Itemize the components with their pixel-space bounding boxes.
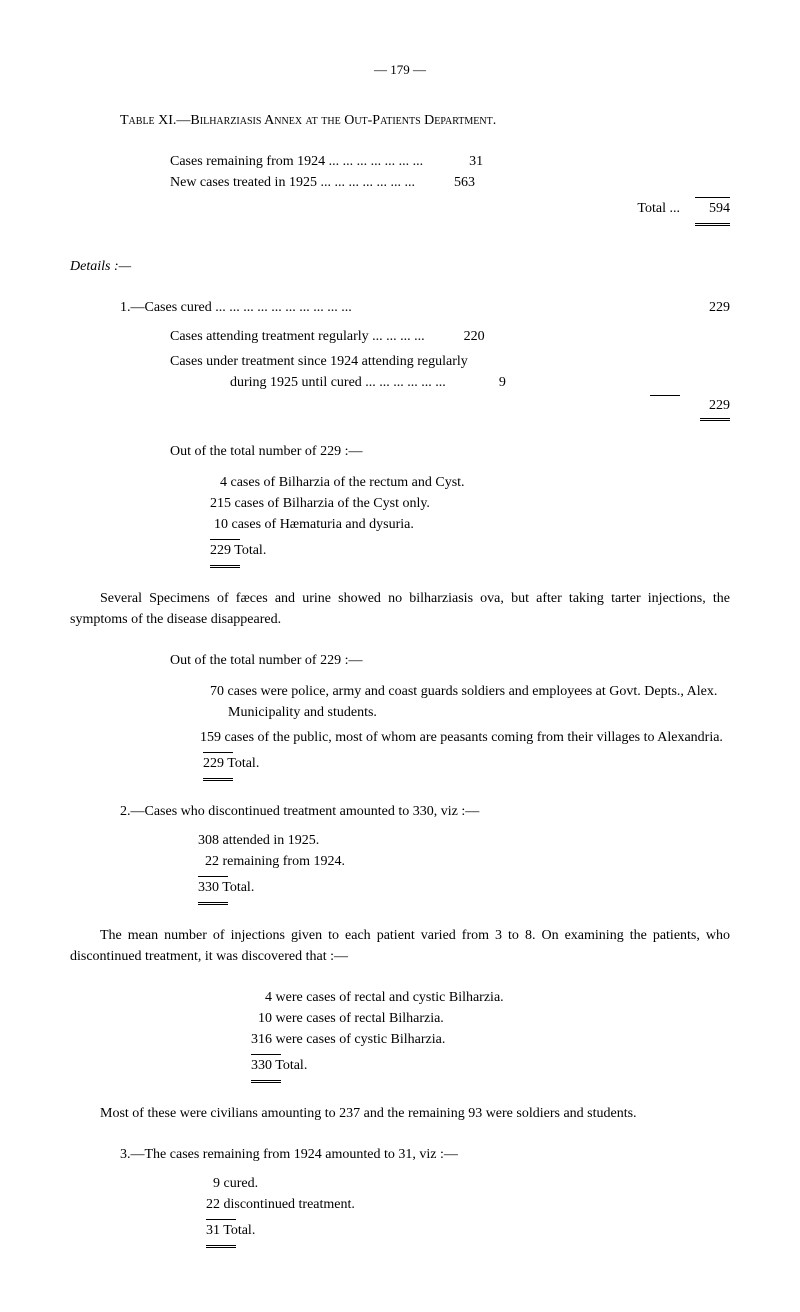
under-label-2: during 1925 until cured ... ... ... ... …: [230, 372, 446, 393]
summary-block: Cases remaining from 1924 ... ... ... ..…: [170, 151, 730, 226]
cases-remaining-value: 31: [443, 151, 483, 172]
rule: [650, 395, 680, 416]
out-item: 10 cases of Hæmaturia and dysuria.: [214, 514, 730, 535]
double-rule: [206, 1245, 236, 1248]
out-total: 229 Total.: [210, 540, 730, 561]
summary-total-row: Total ... 594: [170, 198, 730, 219]
mean-item: 4 were cases of rectal and cystic Bilhar…: [265, 987, 730, 1008]
total-value: 594: [690, 198, 730, 219]
mean-item: 10 were cases of rectal Bilharzia.: [258, 1008, 730, 1029]
double-rule: [251, 1080, 281, 1083]
out-item: 4 cases of Bilharzia of the rectum and C…: [220, 472, 730, 493]
attending-value: 220: [445, 326, 485, 347]
section-3-total: 31 Total.: [206, 1220, 730, 1241]
table-title: Table XI.—Bilharziasis Annex at the Out-…: [120, 110, 730, 131]
section-1-heading: 1.—Cases cured ... ... ... ... ... ... .…: [120, 297, 730, 318]
section-1-label: 1.—Cases cured ... ... ... ... ... ... .…: [120, 297, 352, 318]
out2-total: 229 Total.: [203, 753, 730, 774]
section-2-item: 308 attended in 1925.: [198, 830, 730, 851]
out2-item: 70 cases were police, army and coast gua…: [210, 681, 730, 723]
double-rule: [695, 223, 730, 226]
total-label: Total ...: [637, 198, 680, 219]
details-heading: Details :—: [70, 256, 730, 277]
attending-row: Cases attending treatment regularly ... …: [170, 326, 730, 347]
double-rule: [198, 902, 228, 905]
double-rule: [700, 418, 730, 421]
attending-label: Cases attending treatment regularly ... …: [170, 326, 425, 347]
out-item: 215 cases of Bilharzia of the Cyst only.: [210, 493, 730, 514]
section-2-item: 22 remaining from 1924.: [205, 851, 730, 872]
double-rule: [203, 778, 233, 781]
section-3-item: 9 cured.: [213, 1173, 730, 1194]
section-1: 1.—Cases cured ... ... ... ... ... ... .…: [70, 297, 730, 421]
summary-row: New cases treated in 1925 ... ... ... ..…: [170, 172, 730, 193]
out2-item: 159 cases of the public, most of whom ar…: [192, 727, 730, 748]
most-paragraph: Most of these were civilians amounting t…: [70, 1103, 730, 1124]
double-rule: [210, 565, 240, 568]
section-1-value: 229: [680, 297, 730, 318]
mean-item: 316 were cases of cystic Bilharzia.: [251, 1029, 730, 1050]
out-heading-2: Out of the total number of 229 :—: [170, 650, 730, 671]
mean-total: 330 Total.: [251, 1055, 730, 1076]
section-2-total: 330 Total.: [198, 877, 730, 898]
section-3-item: 22 discontinued treatment.: [206, 1194, 730, 1215]
new-cases-value: 563: [435, 172, 475, 193]
out-heading-1: Out of the total number of 229 :—: [170, 441, 730, 462]
sub-total: 229: [680, 395, 730, 416]
under-row: Cases under treatment since 1924 attendi…: [170, 351, 730, 393]
section-2-text: 2.—Cases who discontinued treatment amou…: [120, 804, 479, 819]
cases-remaining-label: Cases remaining from 1924 ... ... ... ..…: [170, 151, 423, 172]
section-2-heading: 2.—Cases who discontinued treatment amou…: [120, 801, 730, 822]
section-3-heading: 3.—The cases remaining from 1924 amounte…: [120, 1144, 730, 1165]
summary-row: Cases remaining from 1924 ... ... ... ..…: [170, 151, 730, 172]
under-label-1: Cases under treatment since 1924 attendi…: [170, 351, 730, 372]
mean-paragraph: The mean number of injections given to e…: [70, 925, 730, 967]
under-value: 9: [466, 372, 506, 393]
several-paragraph: Several Specimens of fæces and urine sho…: [70, 588, 730, 630]
new-cases-label: New cases treated in 1925 ... ... ... ..…: [170, 172, 415, 193]
page-number: — 179 —: [70, 60, 730, 80]
